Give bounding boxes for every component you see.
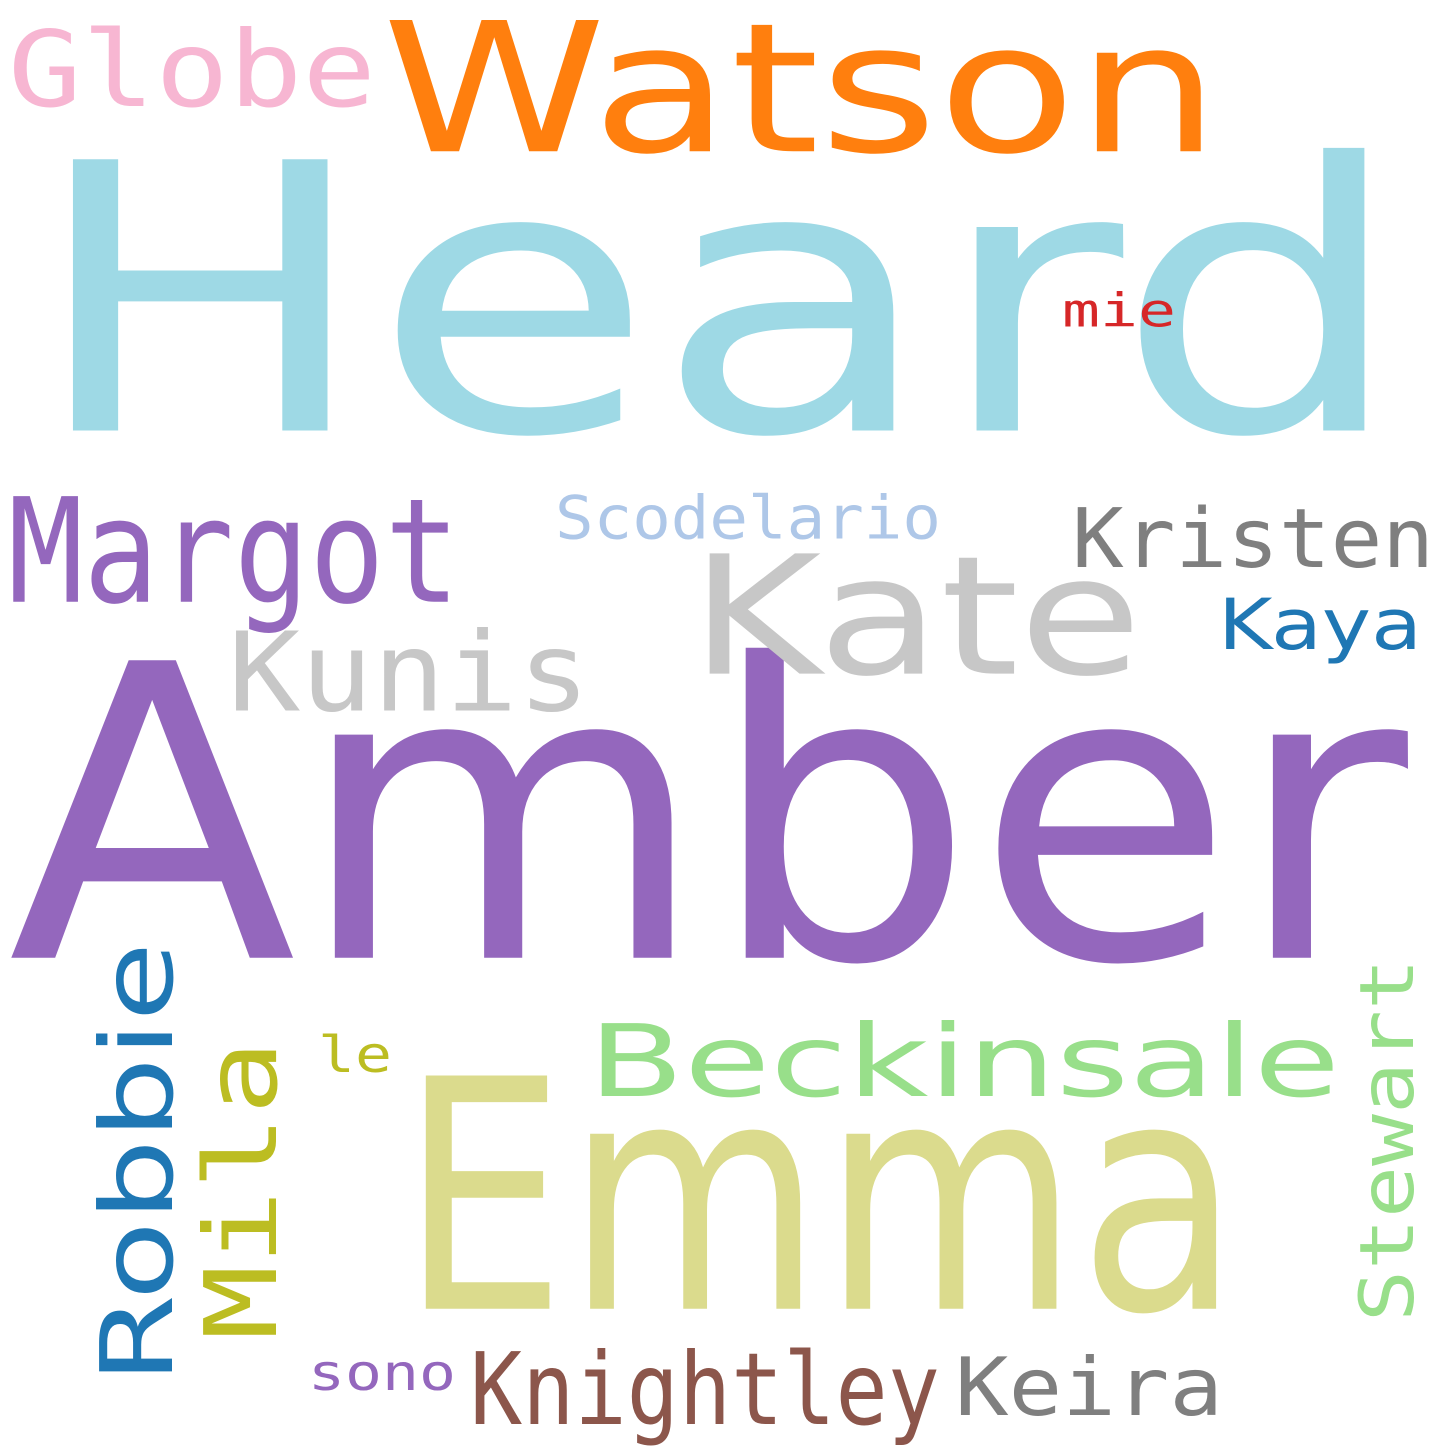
word-heard: Heard bbox=[28, 86, 1406, 520]
word-mila: Mila bbox=[183, 1040, 301, 1340]
word-stewart: Stewart bbox=[1343, 958, 1431, 1322]
word-kate: Kate bbox=[690, 520, 1142, 714]
word-keira: Keira bbox=[955, 1341, 1223, 1435]
word-amber: Amber bbox=[8, 580, 1408, 1056]
word-globe: Globe bbox=[8, 9, 376, 132]
word-mie: mie bbox=[1062, 284, 1176, 338]
word-margot: Margot bbox=[8, 467, 460, 637]
word-emma: Emma bbox=[400, 1012, 1240, 1386]
word-beckinsale: Beckinsale bbox=[588, 1003, 1340, 1120]
word-knightley: Knightley bbox=[470, 1331, 940, 1448]
word-kunis: Kunis bbox=[228, 608, 590, 737]
word-kaya: Kaya bbox=[1218, 584, 1422, 666]
word-watson: Watson bbox=[382, 0, 1220, 195]
word-kristen: Kristen bbox=[1072, 491, 1434, 587]
word-robbie: Robbie bbox=[79, 942, 197, 1384]
word-sono: sono bbox=[308, 1343, 456, 1402]
word-scodelario: Scodelario bbox=[555, 482, 941, 553]
word-le: le bbox=[318, 1025, 392, 1084]
